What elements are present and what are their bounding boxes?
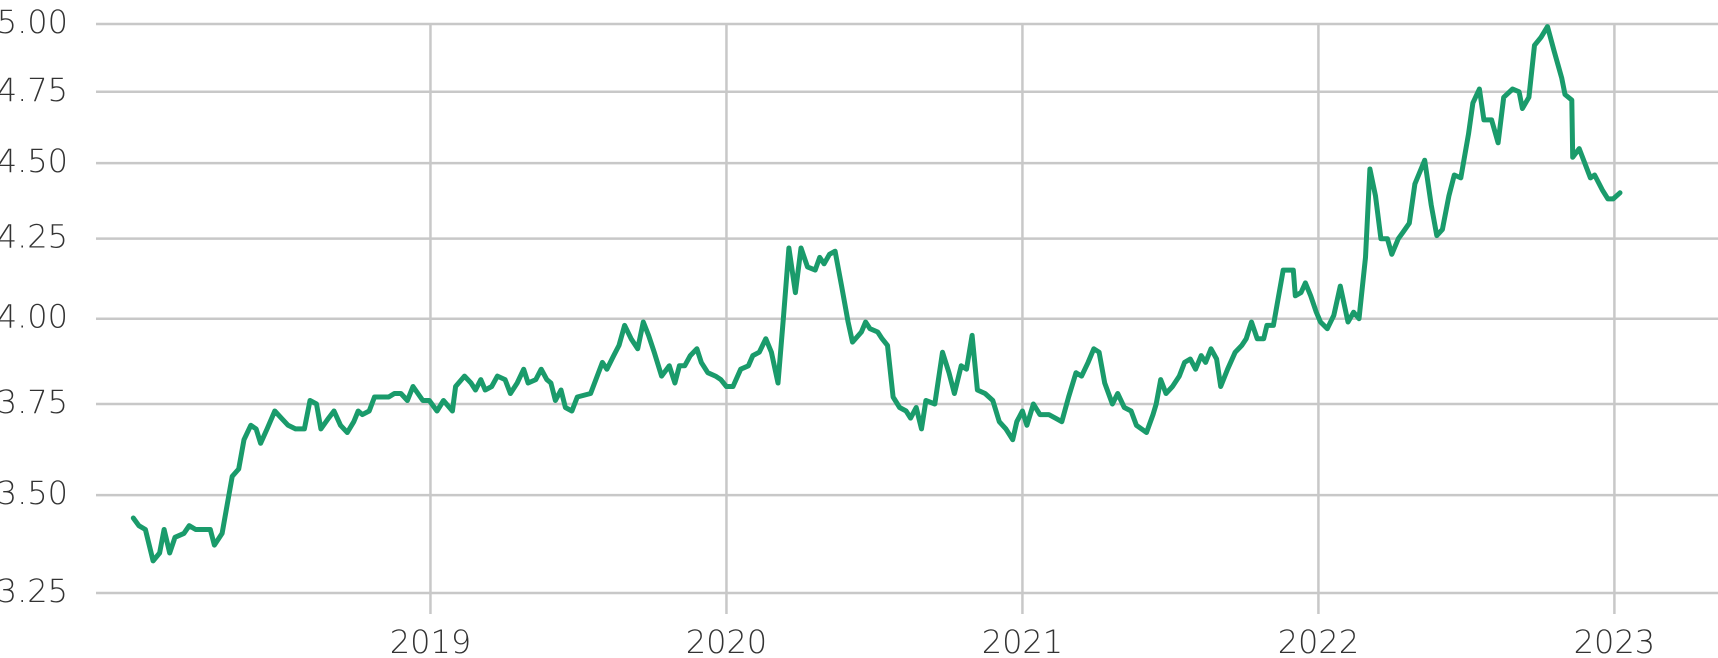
x-tick-label: 2021: [982, 623, 1063, 658]
y-tick-label: 4.75: [0, 71, 68, 109]
y-tick-label: 4.25: [0, 218, 68, 256]
y-tick-label: 3.50: [0, 474, 68, 512]
y-tick-label: 3.25: [0, 572, 68, 610]
line: [130, 24, 1623, 564]
x-tick-label: 2023: [1574, 623, 1655, 658]
x-tick-label: 2020: [686, 623, 767, 658]
y-tick-label: 4.50: [0, 142, 68, 180]
y-tick-label: 5.00: [0, 3, 68, 41]
x-tick-label: 2022: [1278, 623, 1359, 658]
x-tick-label: 2019: [390, 623, 471, 658]
y-tick-label: 4.00: [0, 298, 68, 336]
y-tick-label: 3.75: [0, 383, 68, 421]
